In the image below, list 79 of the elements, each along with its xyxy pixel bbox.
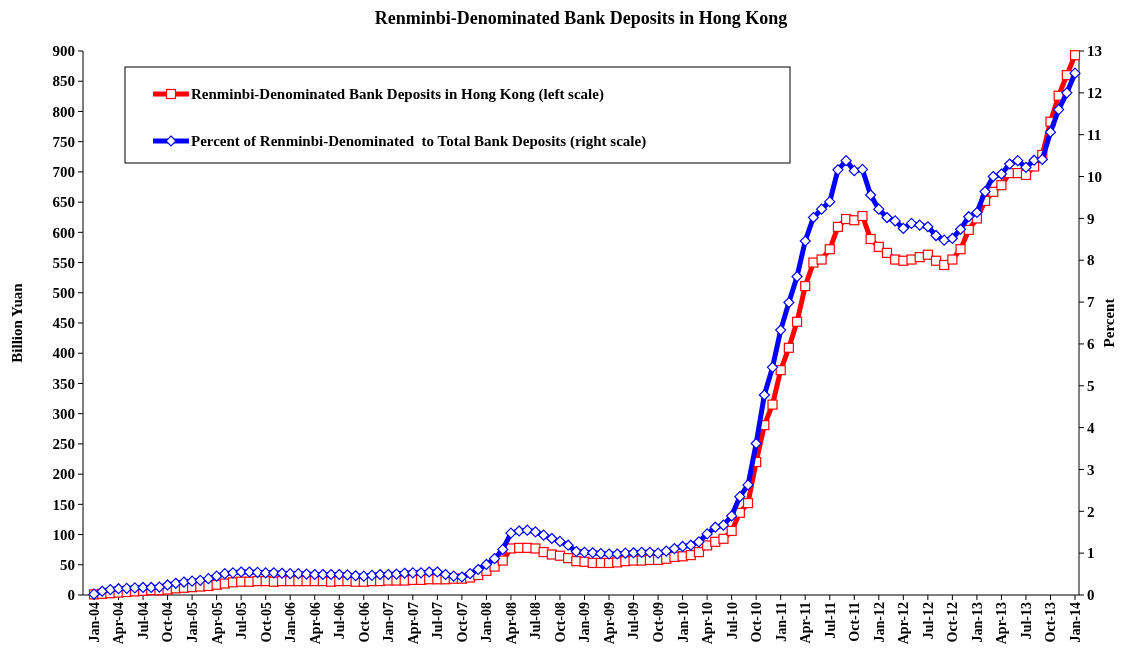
x-tick-label: Jul-13 [1018,602,1034,640]
y2-tick-label: 7 [1087,294,1095,311]
x-tick-label: Jan-07 [381,602,397,643]
x-tick-label: Oct-11 [847,602,863,642]
x-tick-label: Jan-11 [773,602,789,642]
x-tick-label: Apr-12 [896,602,912,645]
y2-tick-label: 5 [1087,378,1095,395]
x-tick-label: Oct-12 [945,602,961,643]
x-tick-label: Oct-07 [454,602,470,643]
y2-tick-label: 4 [1087,419,1095,436]
x-tick-label: Jul-12 [920,602,936,640]
x-tick-label: Jan-06 [283,602,299,643]
y-tick-label: 800 [52,103,75,120]
y-tick-label: 100 [52,526,75,543]
y-tick-label: 600 [52,224,75,241]
x-tick-label: Apr-08 [503,602,519,645]
y2-tick-label: 0 [1087,587,1095,604]
y2-tick-label: 8 [1087,252,1095,269]
x-tick-label: Jul-11 [822,602,838,639]
x-tick-label: Oct-05 [258,602,274,643]
y-tick-label: 450 [52,315,75,332]
y-tick-label: 650 [52,194,75,211]
x-tick-label: Apr-09 [601,602,617,645]
x-tick-label: Jan-10 [675,602,691,643]
y-tick-label: 900 [52,43,75,60]
y2-tick-label: 6 [1087,336,1095,353]
x-tick-label: Apr-05 [209,602,225,645]
y2-tick-label: 2 [1087,503,1095,520]
x-tick-label: Apr-06 [307,602,323,645]
legend-label: Percent of Renminbi-Denominated to Total Bank Deposits (right scale) [191,133,647,151]
x-tick-label: Jul-08 [528,602,544,640]
y-tick-label: 150 [52,496,75,513]
x-tick-label: Oct-08 [552,602,568,643]
x-tick-label: Apr-07 [405,602,421,645]
x-tick-label: Jul-05 [234,602,250,640]
y-axis-title: Billion Yuan [9,282,25,363]
y-tick-label: 400 [52,345,75,362]
y2-tick-label: 3 [1087,461,1095,478]
y-tick-label: 750 [52,133,75,150]
x-tick-label: Jan-12 [871,602,887,643]
x-tick-label: Jan-14 [1067,602,1083,643]
x-tick-label: Jul-06 [332,602,348,640]
x-tick-label: Apr-11 [798,602,814,644]
y2-tick-label: 9 [1087,210,1095,227]
x-tick-label: Oct-09 [650,602,666,643]
y2-tick-label: 12 [1087,85,1102,102]
x-tick-label: Jan-05 [185,602,200,643]
y2-tick-label: 10 [1087,168,1102,185]
x-tick-label: Oct-04 [160,602,176,643]
y2-tick-label: 1 [1087,545,1095,562]
x-tick-label: Jan-08 [479,602,495,643]
y-tick-label: 850 [52,73,75,90]
x-tick-label: Oct-10 [749,602,765,643]
y2-axis-title: Percent [1101,298,1117,348]
legend-label: Renminbi-Denominated Bank Deposits in Hong Kong (left scale) [191,86,604,104]
y-tick-label: 200 [52,466,75,483]
y-tick-label: 550 [52,254,75,271]
x-tick-label: Jul-04 [135,602,151,640]
x-tick-label: Jan-04 [86,602,102,643]
y-tick-label: 50 [60,557,75,574]
x-tick-label: Jan-09 [577,602,593,643]
x-tick-label: Jul-09 [626,602,642,640]
x-tick-label: Oct-06 [356,602,372,643]
y2-tick-label: 13 [1087,43,1102,60]
y-tick-label: 300 [52,405,75,422]
y-tick-label: 350 [52,375,75,392]
x-tick-label: Oct-13 [1043,602,1059,643]
x-tick-label: Jul-07 [430,602,446,640]
x-tick-label: Jul-10 [724,602,740,640]
x-tick-label: Apr-13 [994,602,1010,645]
y-tick-label: 700 [52,164,75,181]
y-tick-label: 0 [67,587,75,604]
x-tick-label: Apr-04 [111,602,127,645]
y-tick-label: 500 [52,285,75,302]
x-tick-label: Jan-13 [969,602,985,643]
chart-title: Renminbi-Denominated Bank Deposits in Hong Kong [374,8,788,28]
y-tick-label: 250 [52,436,75,453]
x-tick-label: Apr-10 [700,602,716,645]
y2-tick-label: 11 [1087,126,1102,143]
